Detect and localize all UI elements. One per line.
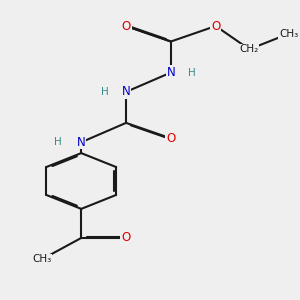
Text: H: H bbox=[188, 68, 196, 77]
Text: O: O bbox=[166, 132, 176, 145]
Text: O: O bbox=[122, 20, 131, 32]
Text: N: N bbox=[77, 136, 85, 149]
Text: O: O bbox=[122, 231, 131, 244]
Text: N: N bbox=[167, 66, 175, 79]
Text: CH₃: CH₃ bbox=[32, 254, 52, 264]
Text: N: N bbox=[122, 85, 130, 98]
Text: CH₃: CH₃ bbox=[279, 29, 298, 39]
Text: O: O bbox=[211, 20, 220, 32]
Text: H: H bbox=[54, 137, 61, 147]
Text: CH₂: CH₂ bbox=[240, 44, 259, 54]
Text: H: H bbox=[101, 87, 109, 97]
